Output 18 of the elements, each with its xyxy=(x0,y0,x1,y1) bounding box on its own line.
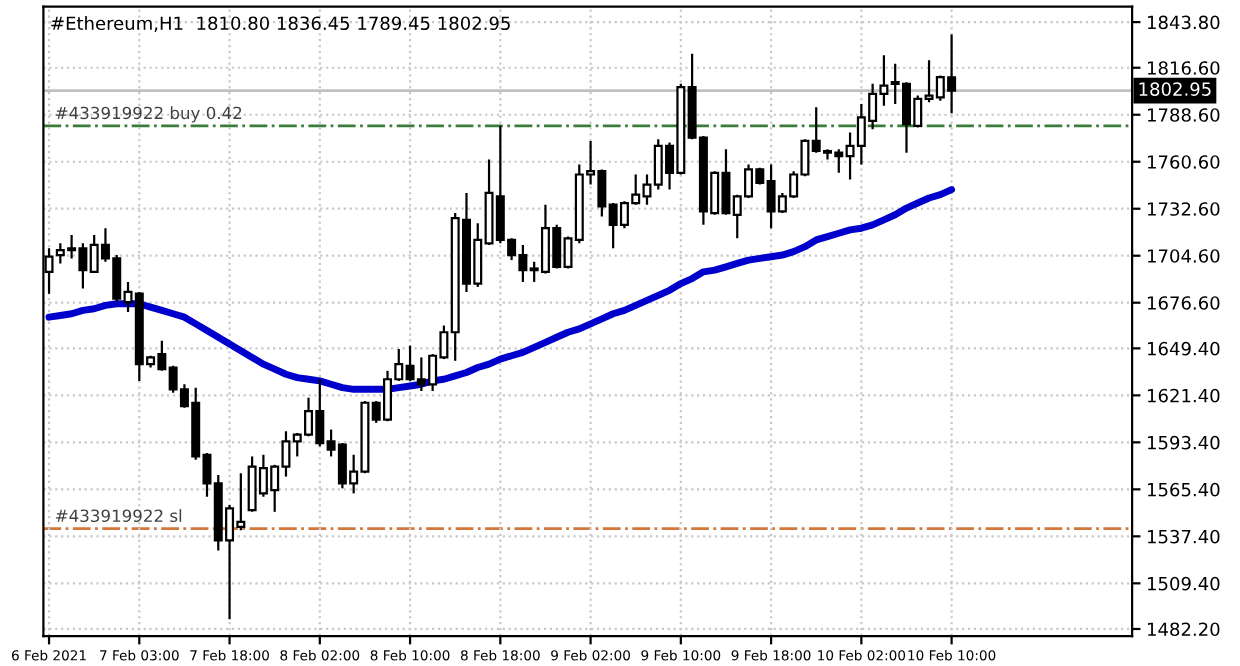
y-tick-label: 1760.60 xyxy=(1147,155,1220,169)
y-tick-label: 1649.40 xyxy=(1147,341,1220,356)
y-tick-label: 1593.40 xyxy=(1147,435,1220,450)
y-tick-label: 1621.40 xyxy=(1147,388,1220,403)
y-tick-label: 1509.40 xyxy=(1147,576,1220,591)
y-tick-label: 1565.40 xyxy=(1147,482,1220,497)
y-tick-label: 1816.60 xyxy=(1147,61,1220,75)
y-tick-label: 1537.40 xyxy=(1147,529,1220,544)
ref-line-label: #433919922 buy 0.42 xyxy=(55,106,242,123)
y-tick-label: 1788.60 xyxy=(1147,108,1220,122)
y-tick-label: 1704.60 xyxy=(1147,249,1220,263)
y-tick-label: 1676.60 xyxy=(1147,296,1220,310)
chart-title: #Ethereum,H1 1810.80 1836.45 1789.45 1802.95 xyxy=(51,16,510,32)
ref-line-label: 1802.95 xyxy=(1139,82,1211,96)
ref-line-label: #433919922 sl xyxy=(55,509,182,523)
y-tick-label: 1732.60 xyxy=(1147,202,1220,216)
y-tick-label: 1482.20 xyxy=(1147,622,1220,637)
y-tick-label: 1843.80 xyxy=(1147,15,1220,30)
